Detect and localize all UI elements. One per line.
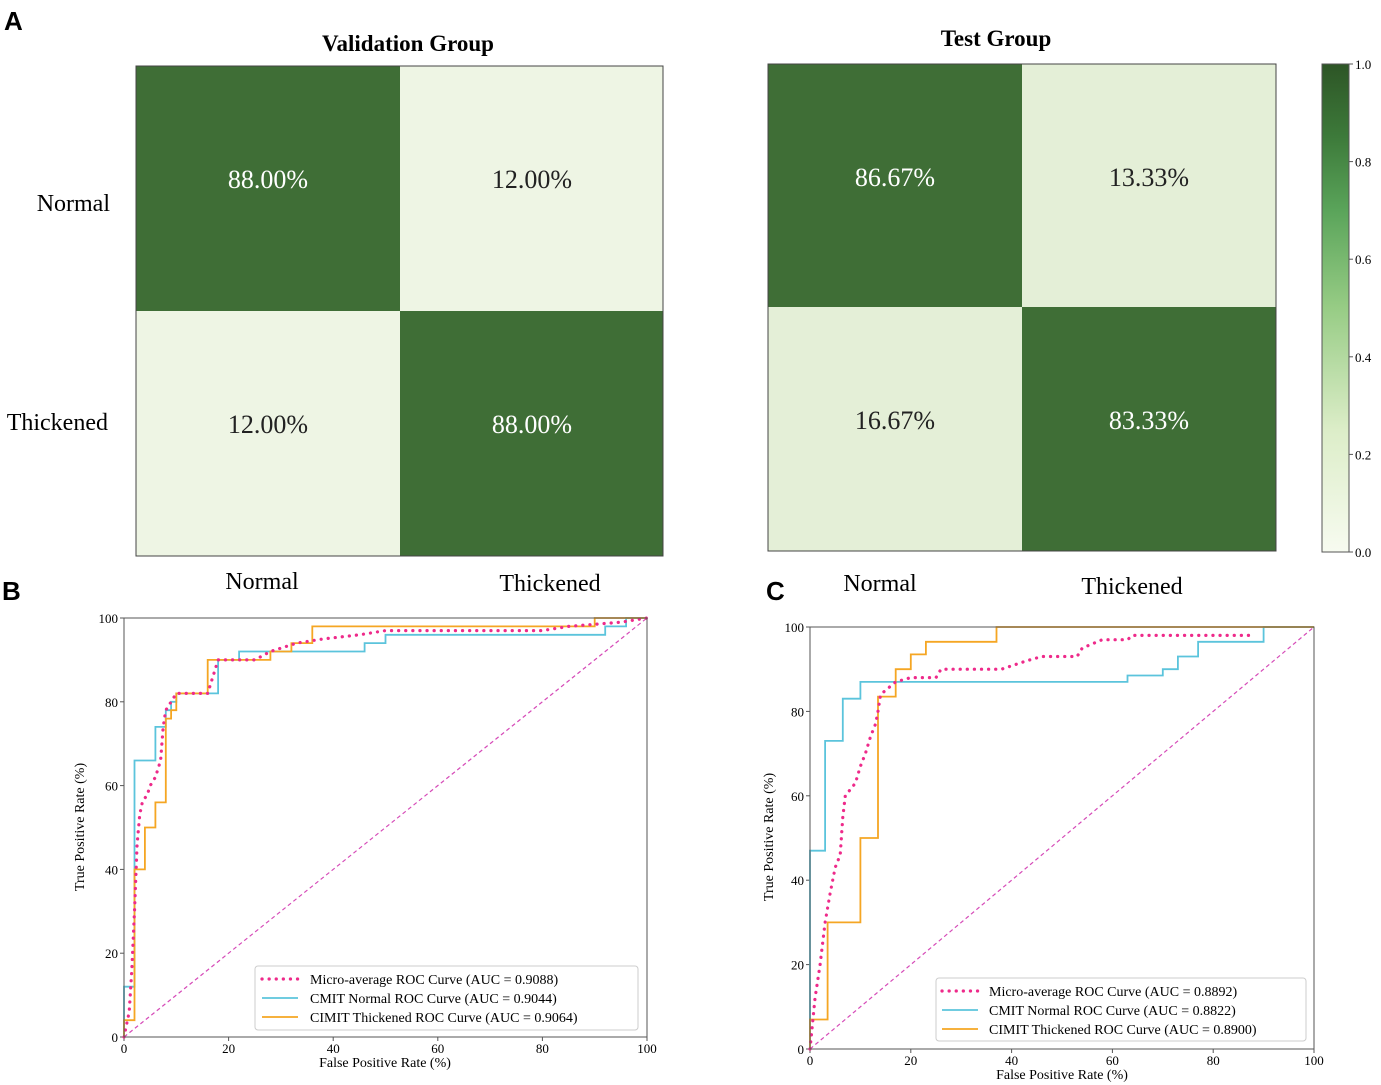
roc-validation-ytick-label: 60 bbox=[105, 779, 118, 794]
test-label-10: 16.67% bbox=[855, 406, 935, 435]
roc-test-legend-box bbox=[935, 977, 1307, 1042]
roc-validation-legend-micro: Micro-average ROC Curve (AUC = 0.9088) bbox=[310, 973, 559, 988]
roc-validation-series-normal bbox=[123, 617, 647, 1037]
colorbar-tick-label: 1.0 bbox=[1355, 57, 1371, 72]
test-col-label-normal: Normal bbox=[843, 571, 917, 597]
test-label-00: 86.67% bbox=[855, 163, 935, 192]
validation-heatmap: Validation Group 88.00% 12.00% 12.00% 88… bbox=[7, 31, 664, 597]
roc-test-xtick-label: 0 bbox=[807, 1053, 814, 1068]
roc-test-frame bbox=[809, 626, 1315, 1050]
roc-validation-lines bbox=[122, 616, 649, 1039]
roc-test-legend: Micro-average ROC Curve (AUC = 0.8892) C… bbox=[935, 977, 1307, 1042]
roc-test-xtick-label: 20 bbox=[904, 1053, 917, 1068]
colorbar-tick-label: 0.0 bbox=[1355, 545, 1371, 560]
roc-validation-series-thickened bbox=[123, 617, 647, 1037]
roc-validation-ytick-label: 0 bbox=[112, 1030, 119, 1045]
roc-validation-ytick-label: 20 bbox=[105, 946, 118, 961]
panel-label-a: A bbox=[4, 6, 23, 36]
validation-label-00: 88.00% bbox=[228, 165, 308, 194]
roc-test-series-thickened bbox=[809, 626, 1314, 1049]
roc-validation-xtick-label: 80 bbox=[536, 1041, 549, 1056]
roc-validation: 0 20 40 60 80 100 0 20 40 60 80 100 False Positive … bbox=[73, 611, 657, 1071]
roc-test-legend-thickened: CIMIT Thickened ROC Curve (AUC = 0.8900) bbox=[989, 1023, 1257, 1038]
roc-validation-frame bbox=[123, 617, 648, 1038]
test-label-11: 83.33% bbox=[1109, 406, 1189, 435]
validation-col-label-normal: Normal bbox=[225, 569, 299, 595]
roc-test-ytick-label: 100 bbox=[785, 620, 805, 635]
roc-test-series-diagonal bbox=[809, 626, 1315, 1050]
roc-test-legend-normal: CMIT Normal ROC Curve (AUC = 0.8822) bbox=[989, 1004, 1236, 1019]
roc-validation-legend-normal: CMIT Normal ROC Curve (AUC = 0.9044) bbox=[310, 992, 557, 1007]
roc-test-ytick-label: 60 bbox=[791, 789, 804, 804]
roc-test: 0 20 40 60 80 100 0 20 40 60 80 100 False Positive … bbox=[762, 620, 1324, 1083]
validation-cell-normal-normal bbox=[136, 66, 400, 311]
validation-row-label-thickened: Thickened bbox=[7, 410, 108, 436]
roc-test-xlabel: False Positive Rate (%) bbox=[996, 1068, 1128, 1083]
roc-test-ylabel: True Positive Rate (%) bbox=[762, 773, 777, 902]
roc-test-xtick-label: 40 bbox=[1005, 1053, 1018, 1068]
roc-validation-xtick-label: 20 bbox=[222, 1041, 235, 1056]
roc-test-ytick-label: 40 bbox=[791, 873, 804, 888]
colorbar-tick-label: 0.8 bbox=[1355, 155, 1371, 170]
validation-frame bbox=[135, 65, 664, 557]
validation-label-01: 12.00% bbox=[492, 165, 572, 194]
roc-validation-xtick-label: 60 bbox=[431, 1041, 444, 1056]
colorbar-tick-label: 0.2 bbox=[1355, 447, 1371, 462]
test-col-label-thickened: Thickened bbox=[1081, 574, 1182, 600]
roc-validation-legend-thickened: CIMIT Thickened ROC Curve (AUC = 0.9064) bbox=[310, 1011, 578, 1026]
roc-test-ytick-label: 20 bbox=[791, 958, 804, 973]
panel-label-c: C bbox=[766, 576, 785, 606]
validation-cell-thickened-thickened bbox=[400, 311, 663, 556]
roc-test-ytick-label: 0 bbox=[798, 1042, 805, 1057]
roc-test-series-micro bbox=[808, 633, 1251, 1051]
test-cell-normal-normal bbox=[768, 64, 1022, 307]
roc-test-ticks: 0 20 40 60 80 100 0 20 40 60 80 100 bbox=[785, 620, 1324, 1068]
roc-validation-xlabel: False Positive Rate (%) bbox=[319, 1056, 451, 1071]
colorbar: 1.0 0.8 0.6 0.4 0.2 0.0 bbox=[1321, 57, 1372, 560]
colorbar-gradient bbox=[1321, 63, 1350, 553]
test-heatmap: Test Group 86.67% 13.33% 16.67% 83.33% N… bbox=[767, 26, 1277, 600]
validation-col-label-thickened: Thickened bbox=[499, 571, 600, 597]
roc-validation-ytick-label: 80 bbox=[105, 695, 118, 710]
test-label-01: 13.33% bbox=[1109, 163, 1189, 192]
validation-title: Validation Group bbox=[322, 31, 494, 56]
validation-row-label-normal: Normal bbox=[37, 191, 111, 217]
roc-validation-ylabel: True Positive Rate (%) bbox=[73, 763, 88, 892]
roc-test-lines bbox=[808, 626, 1315, 1051]
colorbar-ticks: 1.0 0.8 0.6 0.4 0.2 0.0 bbox=[1349, 57, 1372, 560]
validation-cell-thickened-normal bbox=[136, 311, 400, 556]
roc-validation-ytick-label: 100 bbox=[99, 611, 119, 626]
colorbar-tick-label: 0.4 bbox=[1355, 350, 1372, 365]
roc-validation-xtick-label: 40 bbox=[327, 1041, 340, 1056]
test-cell-normal-thickened bbox=[1022, 64, 1276, 307]
roc-validation-series-micro bbox=[122, 616, 649, 1039]
roc-test-series-normal bbox=[809, 626, 1314, 1049]
roc-test-xtick-label: 100 bbox=[1304, 1053, 1324, 1068]
roc-validation-legend-box bbox=[254, 965, 639, 1031]
test-cell-thickened-thickened bbox=[1022, 307, 1276, 551]
panel-label-b: B bbox=[2, 576, 21, 606]
validation-cell-normal-thickened bbox=[400, 66, 663, 311]
roc-test-xtick-label: 80 bbox=[1207, 1053, 1220, 1068]
test-cell-thickened-normal bbox=[768, 307, 1022, 551]
test-title: Test Group bbox=[941, 26, 1052, 51]
roc-validation-legend: Micro-average ROC Curve (AUC = 0.9088) C… bbox=[254, 965, 639, 1031]
roc-validation-xtick-label: 0 bbox=[121, 1041, 128, 1056]
validation-label-11: 88.00% bbox=[492, 410, 572, 439]
validation-label-10: 12.00% bbox=[228, 410, 308, 439]
roc-test-xtick-label: 60 bbox=[1106, 1053, 1119, 1068]
roc-test-legend-micro: Micro-average ROC Curve (AUC = 0.8892) bbox=[989, 985, 1238, 1000]
roc-validation-ticks: 0 20 40 60 80 100 0 20 40 60 80 100 bbox=[99, 611, 657, 1056]
roc-validation-ytick-label: 40 bbox=[105, 862, 118, 877]
roc-validation-xtick-label: 100 bbox=[637, 1041, 657, 1056]
colorbar-tick-label: 0.6 bbox=[1355, 252, 1372, 267]
roc-test-ytick-label: 80 bbox=[791, 704, 804, 719]
test-frame bbox=[767, 63, 1277, 552]
